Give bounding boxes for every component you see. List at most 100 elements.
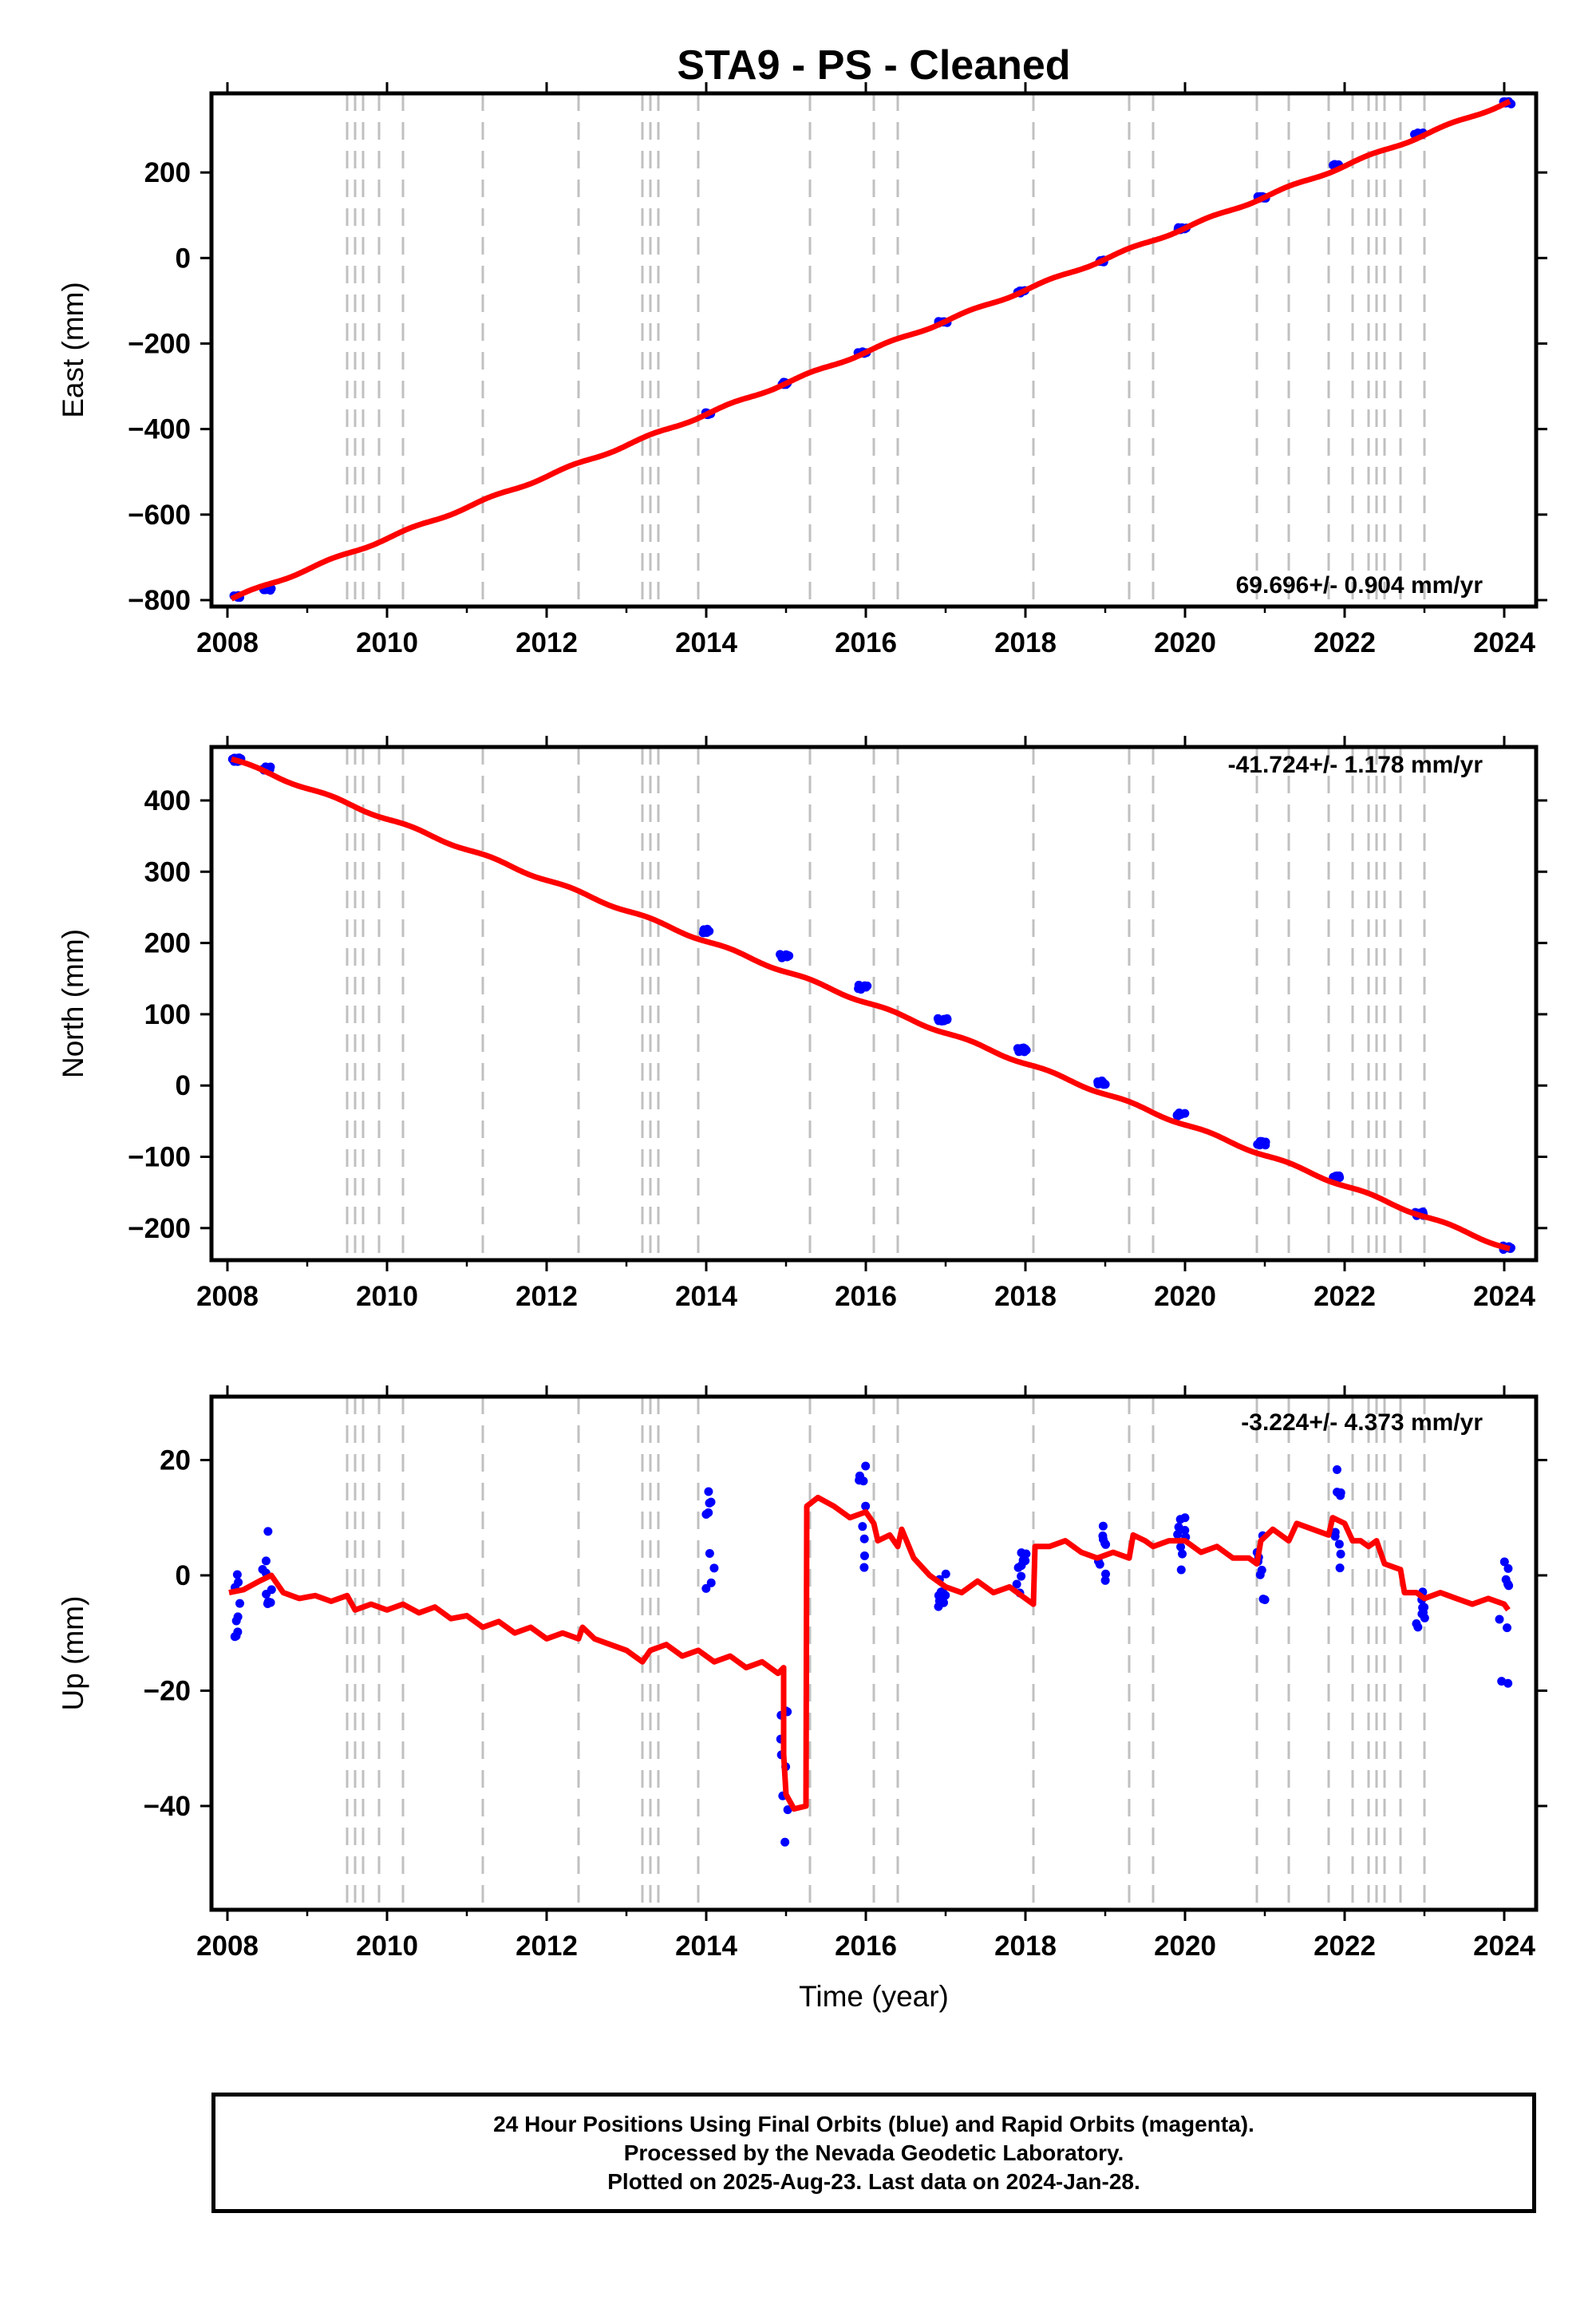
x-tick-label: 2014	[675, 627, 737, 658]
observation-point	[1418, 1603, 1428, 1612]
observation-point	[1333, 1488, 1342, 1497]
x-tick-label: 2010	[356, 1281, 418, 1312]
observation-point	[235, 1599, 245, 1608]
y-tick-label: −400	[128, 414, 191, 445]
observation-point	[704, 1487, 713, 1496]
x-tick-label: 2012	[516, 1931, 578, 1962]
plot-title: STA9 - PS - Cleaned	[677, 42, 1070, 89]
x-tick-label: 2014	[675, 1931, 737, 1962]
observation-point	[263, 1597, 273, 1607]
observation-point	[780, 1837, 790, 1847]
observation-point	[1420, 1613, 1429, 1622]
x-tick-label: 2012	[516, 627, 578, 658]
observation-point	[1255, 1570, 1265, 1579]
observation-point	[1503, 1563, 1513, 1573]
observation-point	[1499, 1557, 1509, 1567]
y-tick-label: 400	[144, 785, 191, 816]
observation-point	[1332, 1465, 1341, 1475]
x-tick-label: 2022	[1314, 627, 1376, 658]
footer-line-1: 24 Hour Positions Using Final Orbits (bl…	[493, 2111, 1254, 2136]
observation-point	[1098, 1535, 1108, 1544]
x-tick-label: 2018	[994, 1281, 1057, 1312]
x-tick-label: 2014	[675, 1281, 737, 1312]
observation-point	[706, 1578, 716, 1587]
up-frame	[209, 1394, 1539, 1912]
x-tick-label: 2024	[1473, 1281, 1535, 1312]
observation-point	[859, 1551, 869, 1560]
y-tick-label: −100	[128, 1142, 191, 1173]
observation-point	[1013, 1563, 1023, 1572]
observation-point	[1017, 1571, 1026, 1581]
x-tick-label: 2022	[1314, 1931, 1376, 1962]
observation-point	[1178, 1549, 1187, 1559]
observation-point	[1257, 1139, 1266, 1148]
y-tick-label: −600	[128, 500, 191, 531]
y-tick-label: 0	[176, 1070, 191, 1101]
observation-point	[1503, 1678, 1513, 1688]
up-model-line	[228, 1494, 1511, 1812]
y-tick-label: −40	[144, 1791, 191, 1822]
observation-point	[1173, 1111, 1183, 1120]
east-plot-area	[229, 93, 1516, 607]
x-tick-label: 2016	[835, 1281, 897, 1312]
observation-point	[1012, 1579, 1021, 1589]
observation-point	[1014, 1047, 1024, 1057]
up-panel: 2008 2010 2012 2014 2016 2018 2020 2022 2024 −40 −…	[57, 1385, 1547, 1962]
observation-point	[232, 1570, 242, 1579]
observation-point	[1331, 1172, 1341, 1181]
observation-point	[1334, 1539, 1344, 1549]
x-tick-label: 2008	[196, 1281, 259, 1312]
y-tick-label: −200	[128, 328, 191, 359]
x-axis-label: Time (year)	[799, 1980, 949, 2013]
observation-point	[1260, 1595, 1270, 1605]
observation-point	[1412, 1619, 1421, 1629]
y-tick-label: 0	[176, 243, 191, 274]
north-y-axis-label: North (mm)	[57, 929, 89, 1078]
observation-point	[231, 1616, 241, 1626]
observation-point	[1501, 1575, 1511, 1584]
y-tick-label: 200	[144, 928, 191, 959]
observation-point	[934, 1596, 944, 1606]
x-tick-label: 2016	[835, 627, 897, 658]
observation-point	[1336, 1549, 1345, 1559]
east-frame	[209, 91, 1539, 609]
x-tick-label: 2024	[1473, 1931, 1535, 1962]
y-tick-label: 200	[144, 157, 191, 188]
x-tick-label: 2020	[1154, 1931, 1216, 1962]
observation-point	[704, 1508, 713, 1517]
east-model-line	[230, 98, 1511, 602]
footer-box: 24 Hour Positions Using Final Orbits (bl…	[211, 2093, 1536, 2213]
observation-point	[1176, 1565, 1186, 1575]
x-tick-label: 2008	[196, 627, 259, 658]
observation-point	[937, 1017, 946, 1026]
observation-point	[701, 1583, 711, 1593]
observation-point	[1180, 1513, 1190, 1523]
observation-point	[1100, 1575, 1110, 1585]
x-tick-label: 2016	[835, 1931, 897, 1962]
x-tick-label: 2012	[516, 1281, 578, 1312]
observation-point	[780, 952, 789, 962]
observation-point	[859, 1534, 869, 1543]
observation-point	[1099, 1078, 1108, 1088]
north-panel: 2008 2010 2012 2014 2016 2018 2020 2022 2024 −200…	[57, 736, 1547, 1312]
x-tick-label: 2008	[196, 1931, 259, 1962]
north-model-line	[230, 756, 1511, 1252]
up-y-axis-label: Up (mm)	[57, 1596, 89, 1711]
north-rate-label: -41.724+/- 1.178 mm/yr	[1228, 752, 1483, 778]
y-tick-label: 20	[160, 1445, 191, 1476]
y-tick-label: −20	[144, 1675, 191, 1706]
observation-point	[861, 1501, 871, 1511]
x-tick-label: 2022	[1314, 1281, 1376, 1312]
observation-point	[936, 1587, 946, 1597]
y-tick-label: −200	[128, 1213, 191, 1244]
observation-point	[263, 1527, 273, 1536]
x-tick-label: 2020	[1154, 1281, 1216, 1312]
north-frame	[209, 745, 1539, 1263]
up-plot-area	[228, 1397, 1514, 1910]
observation-point	[262, 1589, 271, 1599]
observation-point	[705, 1549, 714, 1559]
footer-line-3: Plotted on 2025-Aug-23. Last data on 202…	[607, 2168, 1140, 2194]
observation-point	[1495, 1614, 1504, 1624]
y-tick-label: 0	[176, 1560, 191, 1591]
